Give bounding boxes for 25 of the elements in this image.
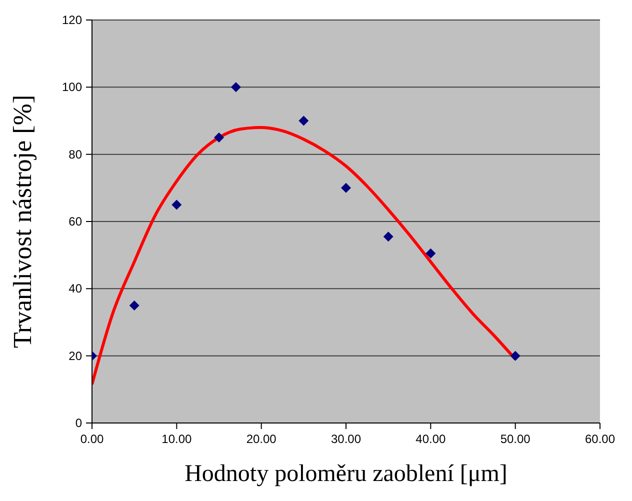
x-tick-label: 20.00 bbox=[246, 432, 277, 446]
point bbox=[172, 200, 182, 210]
x-tick-label: 30.00 bbox=[330, 432, 362, 446]
x-tick-label: 10.00 bbox=[162, 432, 192, 446]
x-tick-label: 60.00 bbox=[584, 432, 616, 446]
point bbox=[341, 182, 351, 193]
point bbox=[383, 232, 394, 242]
y-tick-label: 60 bbox=[68, 214, 82, 228]
point bbox=[510, 350, 520, 361]
point bbox=[129, 300, 140, 310]
x-axis-title: Hodnoty poloměru zaoblení [μm] bbox=[184, 461, 508, 487]
point bbox=[230, 82, 241, 92]
point bbox=[426, 248, 436, 258]
point bbox=[214, 132, 224, 143]
x-tick-label: 50.00 bbox=[500, 432, 531, 446]
point bbox=[298, 116, 309, 126]
y-tick-label: 120 bbox=[62, 13, 82, 27]
x-tick-label: 40.00 bbox=[416, 432, 446, 446]
y-tick-label: 80 bbox=[68, 147, 82, 162]
y-axis-title: Trvanlivost nástroje [%] bbox=[8, 94, 38, 348]
y-tick-label: 0 bbox=[75, 416, 82, 430]
y-tick-label: 100 bbox=[62, 80, 82, 94]
y-tick-label: 40 bbox=[68, 282, 82, 296]
y-tick-label: 20 bbox=[68, 348, 82, 363]
x-tick-label: 0.00 bbox=[80, 432, 104, 446]
